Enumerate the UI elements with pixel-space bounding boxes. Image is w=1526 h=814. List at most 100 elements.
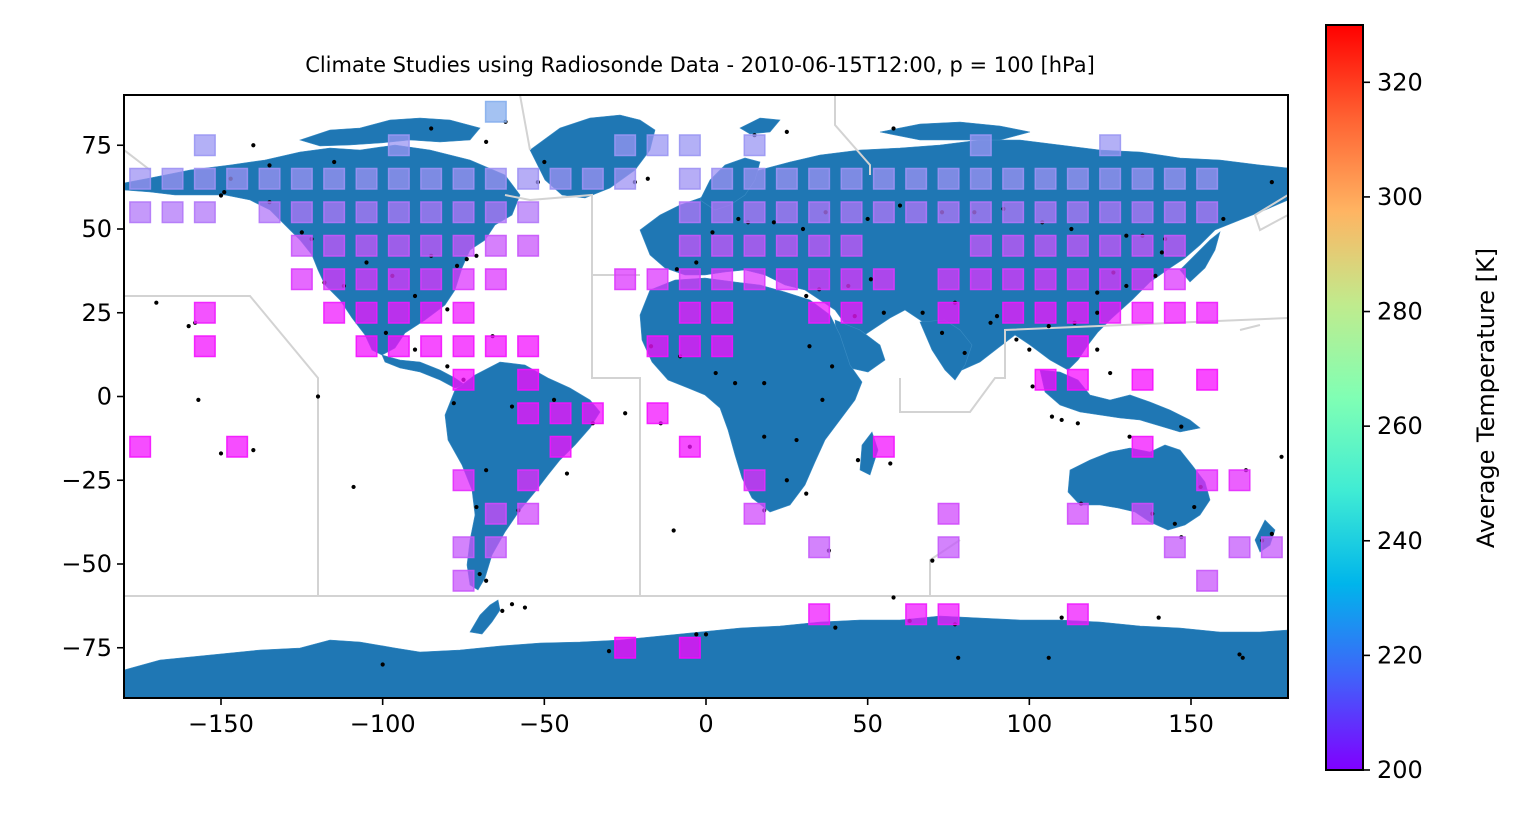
grid-cell	[1196, 167, 1219, 190]
station-dot	[1237, 652, 1242, 657]
region-boundaries	[124, 95, 1288, 597]
boundary-line	[124, 149, 151, 171]
station-dot	[771, 220, 777, 225]
grid-cell	[1099, 268, 1122, 291]
grid-cell	[452, 268, 475, 291]
station-dot	[784, 129, 789, 134]
colorbar-tick-label: 220	[1377, 641, 1423, 669]
grid-cell	[129, 435, 152, 458]
grid-cell	[1196, 469, 1219, 492]
grid-cell	[1034, 234, 1057, 257]
grid-cell	[808, 536, 831, 559]
station-dot	[736, 216, 741, 222]
station-dot	[694, 260, 699, 265]
grid-cell	[840, 234, 863, 257]
station-dot	[881, 310, 886, 315]
grid-cell	[517, 201, 540, 224]
grid-cell	[1034, 368, 1057, 391]
station-dot	[855, 458, 861, 463]
grid-cell	[872, 201, 895, 224]
grid-cell	[420, 167, 443, 190]
station-dot	[1095, 310, 1100, 315]
grid-cell	[452, 469, 475, 492]
grid-cell	[678, 335, 701, 358]
station-dot	[1240, 655, 1245, 660]
station-dot	[332, 159, 337, 165]
grid-cell	[969, 134, 992, 157]
grid-cell	[1099, 167, 1122, 190]
grid-cell	[711, 201, 734, 224]
x-tick-label: 100	[1006, 710, 1052, 738]
grid-cell	[937, 502, 960, 525]
grid-cell	[1002, 268, 1025, 291]
station-dot	[542, 159, 547, 165]
y-axis: 75 50 25 0 −25 −50 −75	[61, 131, 124, 662]
station-dot	[645, 176, 650, 181]
station-dot	[351, 484, 356, 490]
grid-cell	[678, 234, 701, 257]
grid-cell	[775, 234, 798, 257]
grid-cell	[1099, 201, 1122, 224]
grid-cell	[1066, 268, 1089, 291]
grid-cell	[872, 167, 895, 190]
station-dot	[1127, 434, 1132, 439]
grid-cell	[290, 201, 313, 224]
grid-cell	[1099, 234, 1122, 257]
station-dot	[251, 143, 256, 148]
grid-cell	[549, 167, 572, 190]
station-dot	[484, 578, 489, 583]
station-dot	[1095, 290, 1100, 295]
grid-cell	[484, 335, 507, 358]
grid-cell	[517, 335, 540, 358]
station-dot	[451, 401, 456, 406]
grid-cell	[452, 368, 475, 391]
station-dot	[445, 307, 450, 312]
station-dot	[1159, 250, 1164, 255]
grid-cell	[355, 301, 378, 324]
grid-cell	[1066, 335, 1089, 358]
colorbar-tick-label: 260	[1377, 412, 1423, 440]
grid-cell	[937, 603, 960, 626]
grid-cell	[484, 201, 507, 224]
grid-cell	[1131, 502, 1154, 525]
grid-cell	[452, 167, 475, 190]
grid-cell	[484, 536, 507, 559]
grid-cell	[1131, 268, 1154, 291]
grid-cell	[678, 201, 701, 224]
grid-cell	[1163, 234, 1186, 257]
station-dot	[1153, 273, 1158, 278]
grid-cell	[1099, 134, 1122, 157]
colorbar-tick-label: 240	[1377, 527, 1423, 555]
grid-cell	[614, 636, 637, 659]
station-dot	[551, 397, 557, 402]
station-dot	[412, 293, 418, 299]
station-dot	[1124, 233, 1129, 238]
y-tick-label: 75	[81, 131, 112, 159]
grid-cell	[1131, 435, 1154, 458]
grid-cell	[937, 536, 960, 559]
station-dot	[703, 632, 709, 637]
station-dot	[1069, 226, 1074, 232]
station-dot	[710, 230, 715, 235]
boundary-line	[504, 193, 593, 275]
land-antarctica	[124, 615, 1288, 698]
station-dot	[1172, 521, 1177, 526]
grid-cell	[1196, 201, 1219, 224]
grid-cell	[743, 469, 766, 492]
station-dot	[464, 257, 469, 262]
grid-cell	[775, 268, 798, 291]
grid-cell	[678, 636, 701, 659]
grid-cell	[937, 268, 960, 291]
grid-cell	[1034, 201, 1057, 224]
station-dot	[251, 448, 256, 453]
grid-cell	[905, 603, 928, 626]
grid-cell	[387, 234, 410, 257]
station-dot	[962, 350, 967, 356]
grid-cell	[517, 234, 540, 257]
station-dot	[1269, 531, 1274, 536]
grid-cell	[678, 167, 701, 190]
grid-cell	[193, 201, 216, 224]
station-dot	[1014, 337, 1019, 342]
station-dot	[1059, 417, 1064, 423]
station-dot	[186, 324, 191, 329]
